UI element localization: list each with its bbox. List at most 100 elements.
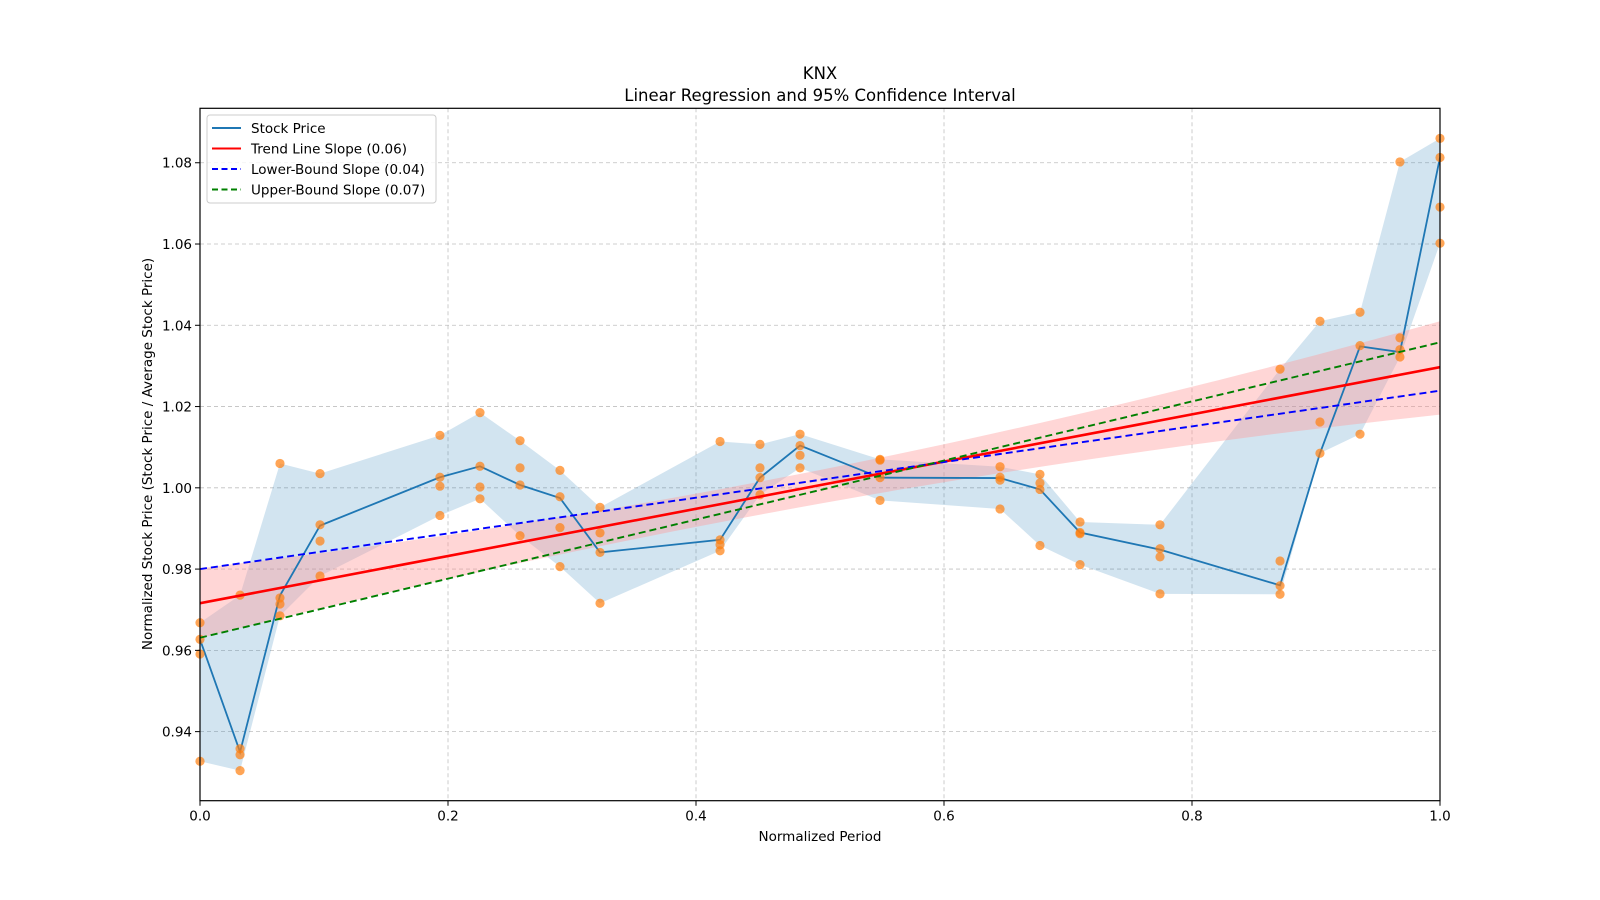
scatter-point <box>1155 544 1165 554</box>
scatter-point <box>315 571 325 581</box>
legend-box <box>206 114 437 204</box>
x-axis-ticks: 0.0 0.2 0.4 0.6 0.8 1.0 <box>189 800 1451 825</box>
scatter-point <box>755 439 765 449</box>
x-tick-label: 1.0 <box>1429 809 1450 825</box>
legend-label-2: Lower-Bound Slope (0.04) <box>251 162 425 178</box>
scatter-point <box>1075 560 1085 570</box>
trend-line <box>200 365 1440 605</box>
scatter-point <box>475 482 485 492</box>
confidence-interval-band <box>200 321 1440 639</box>
plot-frame <box>199 107 1441 802</box>
scatter-point <box>595 547 605 558</box>
scatter-point <box>1355 429 1365 439</box>
scatter-point <box>315 536 325 546</box>
scatter-point <box>435 430 445 441</box>
scatter-point <box>555 562 565 572</box>
scatter-point <box>1275 589 1285 599</box>
series <box>200 157 1440 756</box>
legend: Stock Price Trend Line Slope (0.06) Lower-… <box>206 114 437 204</box>
scatter-point <box>795 440 805 451</box>
y-tick-label: 1.08 <box>162 156 192 172</box>
scatter-point <box>275 599 285 609</box>
legend-label-1: Trend Line Slope (0.06) <box>250 142 407 158</box>
y-tick-label: 1.04 <box>162 318 192 334</box>
scatter-point <box>435 472 445 482</box>
legend-label-0: Stock Price <box>251 121 326 137</box>
stock-price-line <box>200 157 1440 756</box>
legend-label-3: Upper-Bound Slope (0.07) <box>251 183 425 199</box>
scatter-point <box>1275 364 1285 374</box>
scatter-point <box>875 455 885 465</box>
scatter-point <box>875 495 885 506</box>
scatter-point <box>275 611 285 621</box>
y-tick-label: 1.06 <box>162 237 192 253</box>
scatter-point <box>555 465 565 475</box>
scatter-point <box>1155 520 1165 530</box>
scatter-point <box>1275 556 1285 566</box>
scatter-point <box>515 436 525 446</box>
scatter-point <box>595 598 605 608</box>
scatter-point <box>715 436 725 447</box>
scatter-point <box>475 408 485 418</box>
scatter-point <box>515 531 525 541</box>
scatter-point <box>1275 581 1285 591</box>
chart-title: KNX <box>803 64 837 83</box>
chart-subtitle: Linear Regression and 95% Confidence Int… <box>624 86 1015 105</box>
y-tick-label: 1.02 <box>162 400 192 416</box>
scatter-point <box>315 468 325 479</box>
scatter-point <box>1155 552 1165 562</box>
regression-lines <box>200 341 1440 639</box>
scatter-point <box>1075 529 1085 539</box>
scatter-point <box>595 528 605 538</box>
scatter-point <box>1035 469 1045 480</box>
x-tick-label: 0.6 <box>933 809 954 825</box>
scatter-point <box>1075 517 1085 527</box>
x-tick-label: 0.4 <box>685 809 706 825</box>
scatter-point <box>1315 417 1325 427</box>
scatter-point <box>555 492 565 502</box>
scatter-point <box>795 429 805 439</box>
x-tick-label: 0.0 <box>189 809 210 825</box>
scatter-point <box>1035 484 1045 495</box>
scatter-point <box>275 458 285 469</box>
y-axis-ticks: 0.94 0.96 0.98 1.00 1.02 1.04 1.06 1.08 <box>162 156 200 741</box>
scatter-point <box>995 462 1005 472</box>
y-tick-label: 1.00 <box>162 481 192 497</box>
y-tick-label: 0.98 <box>162 562 192 578</box>
scatter-point <box>1315 316 1325 326</box>
y-tick-label: 0.96 <box>162 643 192 659</box>
scatter-point <box>1035 540 1045 551</box>
scatter-point <box>1355 307 1365 317</box>
x-tick-label: 0.2 <box>437 809 458 825</box>
scatter-point <box>1395 352 1405 362</box>
scatter-point <box>315 520 325 530</box>
x-axis-label: Normalized Period <box>759 829 882 845</box>
scatter-point <box>755 463 765 473</box>
scatter-point <box>1395 157 1405 167</box>
scatter-point <box>755 473 765 483</box>
scatter-point <box>435 510 445 521</box>
scatter-point <box>1315 448 1325 458</box>
scatter-point <box>515 463 525 473</box>
scatter-point <box>595 502 605 512</box>
scatter-points <box>195 133 1445 776</box>
scatter-point <box>1355 341 1365 351</box>
x-tick-label: 0.8 <box>1181 809 1202 825</box>
scatter-point <box>1035 478 1045 488</box>
scatter-point <box>1155 589 1165 599</box>
upper-bound-line <box>200 341 1440 639</box>
scatter-point <box>1395 333 1405 343</box>
scatter-point <box>995 475 1005 485</box>
scatter-point <box>475 494 485 504</box>
scatter-point <box>795 463 805 473</box>
scatter-point <box>235 750 245 760</box>
scatter-point <box>995 504 1005 514</box>
scatter-point <box>235 766 245 776</box>
y-tick-label: 0.94 <box>162 725 192 741</box>
y-axis-label: Normalized Stock Price (Stock Price / Av… <box>140 258 156 650</box>
scatter-point <box>475 461 485 471</box>
scatter-point <box>715 546 725 556</box>
scatter-point <box>515 480 525 490</box>
scatter-point <box>555 523 565 533</box>
